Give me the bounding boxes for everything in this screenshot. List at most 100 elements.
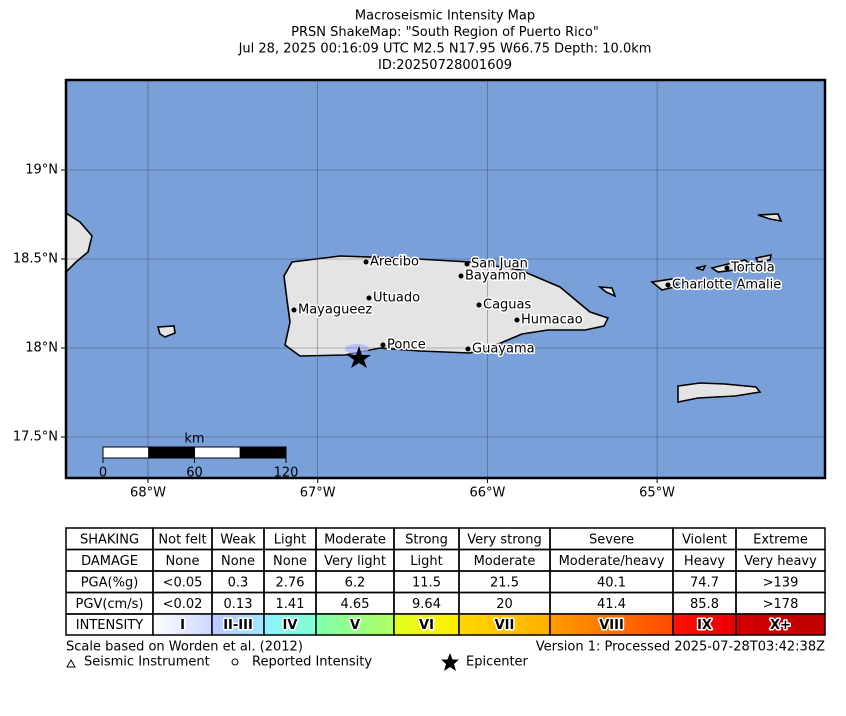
- intensity-swatch: [316, 614, 394, 635]
- legend-cell-text: Very heavy: [744, 554, 817, 569]
- intensity-swatch: [673, 614, 736, 635]
- legend-cell-text: 40.1: [597, 575, 626, 590]
- legend-cell-text: Extreme: [753, 532, 808, 547]
- legend-cell-text: 4.65: [341, 597, 370, 612]
- legend-cell-text: 6.2: [345, 575, 366, 590]
- city-dot: [380, 342, 386, 348]
- legend-cell-text: >178: [763, 597, 799, 612]
- land: [66, 212, 783, 403]
- legend-cell-text: VII: [495, 618, 515, 633]
- legend-cell-text: X+: [770, 618, 791, 633]
- scale-unit: km: [184, 432, 204, 447]
- city-label: Ponce: [387, 338, 426, 353]
- legend-cell-text: Weak: [220, 532, 256, 547]
- epicenter-label: Epicenter: [466, 655, 529, 670]
- legend-cell-text: 1.41: [276, 597, 305, 612]
- legend-cell: [735, 613, 826, 636]
- city-label: Tortola: [730, 261, 775, 276]
- legend-cell-text: PGV(cm/s): [76, 597, 144, 612]
- city-dot: [291, 307, 297, 313]
- city-label: Mayagueez: [298, 303, 372, 318]
- legend-cell-text: Heavy: [684, 554, 725, 569]
- legend-cell-text: 11.5: [412, 575, 441, 590]
- legend-cell-text: DAMAGE: [81, 554, 138, 569]
- city-dot: [464, 261, 470, 267]
- legend-cell-text: <0.02: [163, 597, 203, 612]
- intensity-swatch: [153, 614, 212, 635]
- legend-cell-text: 20: [496, 597, 513, 612]
- legend-cell-text: Light: [274, 532, 306, 547]
- city-dot: [366, 295, 372, 301]
- instrument-icon: [66, 658, 76, 668]
- legend-cell-text: None: [166, 554, 200, 569]
- legend-cell-text: Not felt: [158, 532, 206, 547]
- intensity-swatch: [212, 614, 264, 635]
- legend-cell-text: 74.7: [690, 575, 719, 590]
- city-dot: [476, 302, 482, 308]
- lat-tick-label: 19°N: [25, 163, 58, 178]
- legend-cell-text: Severe: [589, 532, 634, 547]
- legend-cell-text: None: [273, 554, 307, 569]
- legend-cell-text: Violent: [682, 532, 727, 547]
- scale-segment: [148, 446, 195, 459]
- legend-cell-text: V: [350, 618, 360, 633]
- city-label: Bayamon: [465, 269, 526, 284]
- city-label: Humacao: [521, 313, 583, 328]
- epicenter-icon: [441, 653, 459, 671]
- city-dot: [363, 259, 369, 265]
- legend-cell-text: 41.4: [597, 597, 626, 612]
- legend-cell-text: None: [221, 554, 255, 569]
- legend-cell-text: 21.5: [490, 575, 519, 590]
- map-frame: [64, 78, 827, 480]
- city-dot: [724, 265, 730, 271]
- intensity-swatch: [264, 614, 316, 635]
- intensity-swatch: [459, 614, 550, 635]
- legend-cell-text: 2.76: [276, 575, 305, 590]
- legend-cell-text: VIII: [599, 618, 624, 633]
- legend-cell-text: Strong: [405, 532, 448, 547]
- legend-cell-text: IV: [283, 618, 298, 633]
- legend-cell-text: Very strong: [467, 532, 541, 547]
- intensity-swatch: [394, 614, 459, 635]
- title-line: ID:20250728001609: [378, 58, 512, 73]
- legend-cell-text: VI: [419, 618, 434, 633]
- legend-cell-text: <0.05: [163, 575, 203, 590]
- legend-cell-text: PGA(%g): [81, 575, 139, 590]
- reported-label: Reported Intensity: [252, 655, 372, 670]
- legend-cell-text: 85.8: [690, 597, 719, 612]
- lon-tick-label: 65°W: [639, 486, 675, 501]
- intensity-swatch: [550, 614, 673, 635]
- legend-cell-text: Very light: [324, 554, 386, 569]
- title-line: Jul 28, 2025 00:16:09 UTC M2.5 N17.95 W6…: [238, 42, 652, 57]
- scale-note: Scale based on Worden et al. (2012): [66, 640, 303, 655]
- legend-cell-text: >139: [763, 575, 799, 590]
- city-dot: [514, 317, 520, 323]
- city-dot: [458, 273, 464, 279]
- title-line: Macroseismic Intensity Map: [355, 9, 535, 24]
- legend-cell-text: II-III: [223, 618, 253, 633]
- legend-cell-text: Moderate: [324, 532, 386, 547]
- legend-cell-text: Moderate: [474, 554, 536, 569]
- legend-cell-text: Light: [410, 554, 442, 569]
- version: Version 1: Processed 2025-07-28T03:42:38…: [536, 640, 825, 655]
- legend-cell-text: 0.3: [228, 575, 249, 590]
- legend-cell-text: 9.64: [412, 597, 441, 612]
- lat-tick-label: 18.5°N: [13, 252, 58, 267]
- reported-icon: [231, 658, 239, 666]
- city-label: Arecibo: [370, 255, 419, 270]
- legend-cell-text: SHAKING: [80, 532, 139, 547]
- lat-tick-label: 18°N: [25, 341, 58, 356]
- legend-cell-text: Moderate/heavy: [559, 554, 665, 569]
- legend-cell-text: INTENSITY: [76, 618, 143, 633]
- lon-tick-label: 66°W: [469, 486, 505, 501]
- scale-segment: [239, 446, 287, 459]
- city-dot: [465, 346, 471, 352]
- legend-cell-text: IX: [697, 618, 712, 633]
- scale-segment: [194, 446, 241, 459]
- legend-cell-text: I: [180, 618, 185, 633]
- lon-tick-label: 68°W: [130, 486, 166, 501]
- scale-tick-label: 0: [99, 466, 107, 481]
